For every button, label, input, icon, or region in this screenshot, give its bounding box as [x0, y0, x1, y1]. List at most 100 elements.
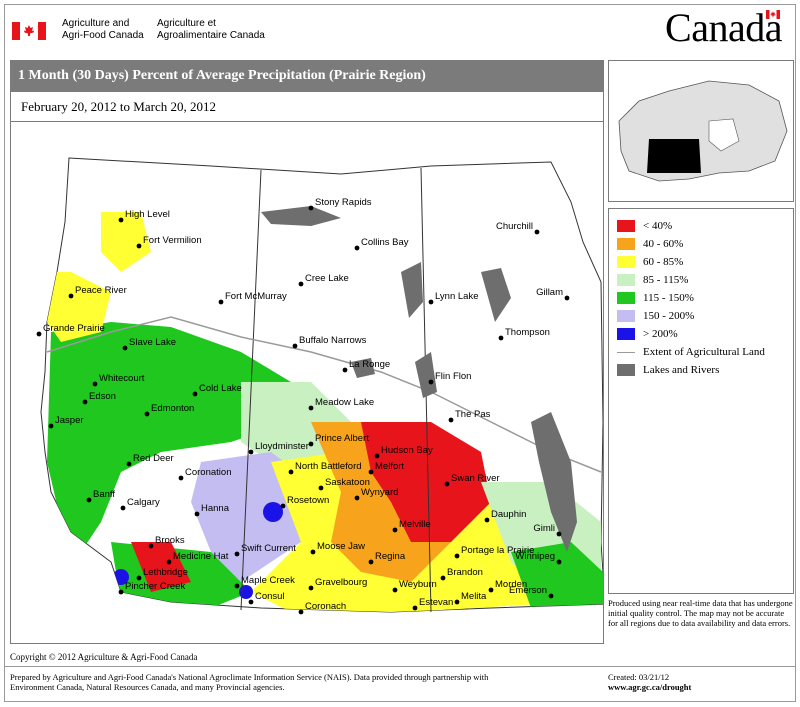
- city-label: Lynn Lake: [435, 291, 479, 302]
- city-label: Buffalo Narrows: [299, 335, 367, 346]
- city-marker: [36, 331, 42, 337]
- legend-label: 150 - 200%: [643, 310, 695, 322]
- city-marker: [342, 367, 348, 373]
- city-marker: [556, 531, 562, 537]
- agri-extent-label: Extent of Agricultural Land: [643, 346, 765, 358]
- department-name-en: Agriculture and Agri-Food Canada: [62, 18, 144, 42]
- city-label: Red Deer: [133, 453, 174, 464]
- city-marker: [292, 343, 298, 349]
- city-label: Slave Lake: [129, 337, 176, 348]
- legend-label: 85 - 115%: [643, 274, 689, 286]
- city-marker: [534, 229, 540, 235]
- city-marker: [444, 481, 450, 487]
- ab-sk-border: [240, 169, 262, 611]
- legend-label: < 40%: [643, 220, 673, 232]
- city-marker: [118, 589, 124, 595]
- city-label: Regina: [375, 551, 406, 562]
- city-label: Maple Creek: [241, 575, 295, 586]
- page-frame: [4, 4, 796, 702]
- legend-label: 40 - 60%: [643, 238, 684, 250]
- city-label: Fort McMurray: [225, 291, 287, 302]
- city-marker: [428, 299, 434, 305]
- city-marker: [454, 599, 460, 605]
- canada-inset-map: [608, 60, 794, 202]
- city-marker: [126, 461, 132, 467]
- city-label: Cold Lake: [199, 383, 242, 394]
- city-label: Peace River: [75, 285, 127, 296]
- drought-url-link[interactable]: www.agr.gc.ca/drought: [608, 682, 692, 692]
- legend-swatch: [617, 310, 635, 322]
- city-marker: [412, 605, 418, 611]
- zone-red-east: [361, 422, 491, 542]
- city-marker: [318, 485, 324, 491]
- city-marker: [218, 299, 224, 305]
- lake-la-ronge: [351, 358, 375, 378]
- lake-winnipeg: [531, 412, 577, 552]
- city-label: Fort Vermilion: [143, 235, 202, 246]
- city-label: Grande Prairie: [43, 323, 105, 334]
- dept-en-line1: Agriculture and: [62, 18, 130, 29]
- city-label: Rosetown: [287, 495, 329, 506]
- zone-red-southwest: [131, 542, 191, 592]
- legend-item: 150 - 200%: [617, 307, 793, 325]
- created-date: Created: 03/21/12: [608, 672, 670, 682]
- city-marker: [178, 475, 184, 481]
- map-legend: < 40% 40 - 60% 60 - 85% 85 - 115% 115 - 150%…: [608, 208, 794, 594]
- city-layer: High Level Fort Vermilion Peace River Fort …: [36, 197, 570, 615]
- copyright: Copyright © 2012 Agriculture & Agri-Food…: [10, 652, 198, 662]
- city-label: Jasper: [55, 415, 84, 426]
- city-marker: [192, 391, 198, 397]
- city-marker: [280, 503, 286, 509]
- city-marker: [448, 417, 454, 423]
- city-marker: [92, 381, 98, 387]
- city-label: Moose Jaw: [317, 541, 365, 552]
- footer-divider: [4, 666, 796, 667]
- city-label: Hudson Bay: [381, 445, 433, 456]
- city-label: Melfort: [375, 461, 404, 472]
- city-label: Swan River: [451, 473, 500, 484]
- agri-extent-swatch: [617, 351, 635, 353]
- dept-fr-line2: Agroalimentaire Canada: [157, 30, 265, 41]
- prepared-by: Prepared by Agriculture and Agri-Food Ca…: [10, 672, 590, 692]
- city-marker: [498, 335, 504, 341]
- city-label: Winnipeg: [515, 551, 555, 562]
- prairie-map-svg: High Level Fort Vermilion Peace River Fort …: [36, 157, 603, 615]
- city-marker: [136, 575, 142, 581]
- created-info: Created: 03/21/12 www.agr.gc.ca/drought: [608, 672, 691, 692]
- city-marker: [368, 469, 374, 475]
- city-label: Pincher Creek: [125, 581, 185, 592]
- city-label: Coronation: [185, 467, 231, 478]
- city-marker: [374, 453, 380, 459]
- city-marker: [194, 511, 200, 517]
- city-label: Lloydminster: [255, 441, 309, 452]
- canada-wordmark: Canada: [665, 5, 782, 50]
- zone-green-west: [47, 322, 311, 552]
- wordmark-flag-icon: [766, 10, 780, 19]
- city-label: Coronach: [305, 601, 346, 612]
- city-marker: [148, 543, 154, 549]
- legend-swatch: [617, 328, 635, 340]
- lakes-swatch: [617, 364, 635, 376]
- legend-swatch: [617, 274, 635, 286]
- city-marker: [248, 449, 254, 455]
- city-marker: [234, 583, 240, 589]
- legend-item: 85 - 115%: [617, 271, 793, 289]
- zone-blue-rosetown: [263, 502, 283, 522]
- department-name-fr: Agriculture et Agroalimentaire Canada: [157, 18, 265, 42]
- city-marker: [166, 559, 172, 565]
- lake-southern-indian: [481, 268, 511, 322]
- city-marker: [354, 495, 360, 501]
- city-label: Banff: [93, 489, 115, 500]
- city-label: Melville: [399, 519, 431, 530]
- city-marker: [68, 293, 74, 299]
- legend-swatch: [617, 292, 635, 304]
- city-label: Saskatoon: [325, 477, 370, 488]
- city-label: Portage la Prairie: [461, 545, 534, 556]
- city-marker: [484, 517, 490, 523]
- lake-athabasca: [261, 206, 341, 226]
- city-marker: [392, 587, 398, 593]
- city-marker: [288, 469, 294, 475]
- date-range: February 20, 2012 to March 20, 2012: [10, 92, 604, 122]
- city-label: Dauphin: [491, 509, 526, 520]
- precipitation-map: High Level Fort Vermilion Peace River Fort …: [10, 122, 604, 644]
